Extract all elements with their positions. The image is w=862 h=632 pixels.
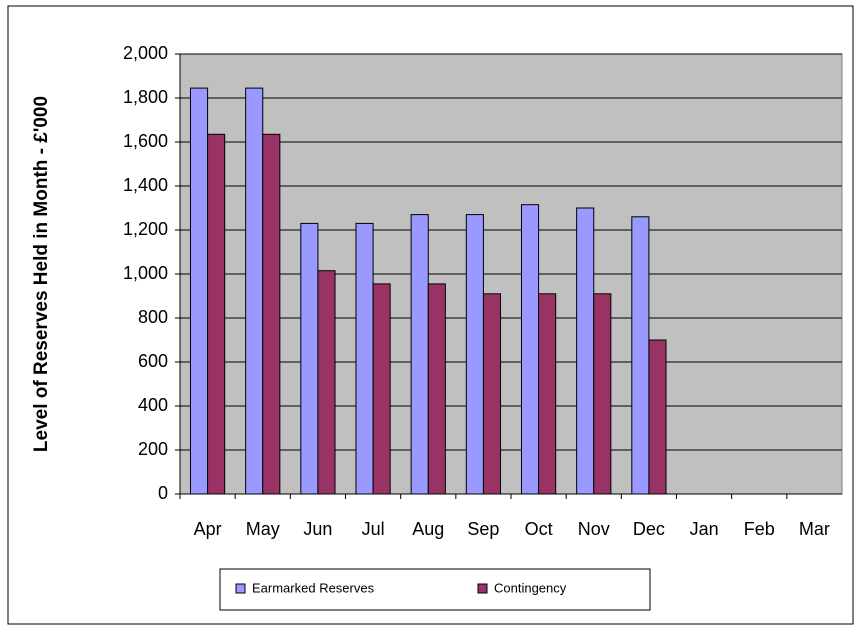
- x-tick-label: Mar: [799, 519, 830, 539]
- bar: [427, 283, 446, 495]
- bar: [355, 222, 374, 495]
- bar: [207, 133, 226, 495]
- y-tick-label: 1,600: [123, 131, 168, 151]
- bar: [372, 283, 391, 495]
- x-tick-label: Apr: [194, 519, 222, 539]
- x-tick-label: Jul: [362, 519, 385, 539]
- y-tick-label: 200: [138, 439, 168, 459]
- x-tick-label: Dec: [633, 519, 665, 539]
- bar: [189, 87, 209, 495]
- x-tick-label: Aug: [412, 519, 444, 539]
- x-tick-label: Jan: [690, 519, 719, 539]
- legend-swatch: [477, 583, 488, 594]
- x-tick-label: Jun: [303, 519, 332, 539]
- bar: [317, 270, 336, 495]
- bar: [262, 133, 281, 495]
- x-tick-label: Sep: [467, 519, 499, 539]
- bar: [648, 339, 667, 495]
- bar: [300, 222, 319, 495]
- x-tick-label: May: [246, 519, 280, 539]
- bar: [538, 293, 557, 495]
- x-tick-label: Feb: [744, 519, 775, 539]
- legend-swatch: [235, 583, 246, 594]
- bar: [631, 216, 650, 495]
- bar: [410, 214, 429, 495]
- bar: [593, 293, 612, 495]
- legend-label: Contingency: [494, 580, 567, 595]
- y-tick-label: 1,200: [123, 219, 168, 239]
- y-tick-label: 2,000: [123, 43, 168, 63]
- y-tick-label: 1,000: [123, 263, 168, 283]
- bar: [245, 87, 264, 495]
- bar: [576, 207, 595, 495]
- bar: [520, 204, 540, 495]
- y-tick-label: 1,400: [123, 175, 168, 195]
- y-tick-label: 400: [138, 395, 168, 415]
- y-axis-label: Level of Reserves Held in Month - £'000: [31, 96, 52, 452]
- y-tick-label: 800: [138, 307, 168, 327]
- legend-box: [219, 568, 651, 611]
- legend-label: Earmarked Reserves: [252, 580, 375, 595]
- x-tick-label: Nov: [578, 519, 610, 539]
- y-tick-label: 600: [138, 351, 168, 371]
- x-tick-label: Oct: [525, 519, 553, 539]
- y-tick-label: 0: [158, 483, 168, 503]
- bar: [482, 293, 502, 495]
- y-tick-label: 1,800: [123, 87, 168, 107]
- bar: [465, 214, 484, 495]
